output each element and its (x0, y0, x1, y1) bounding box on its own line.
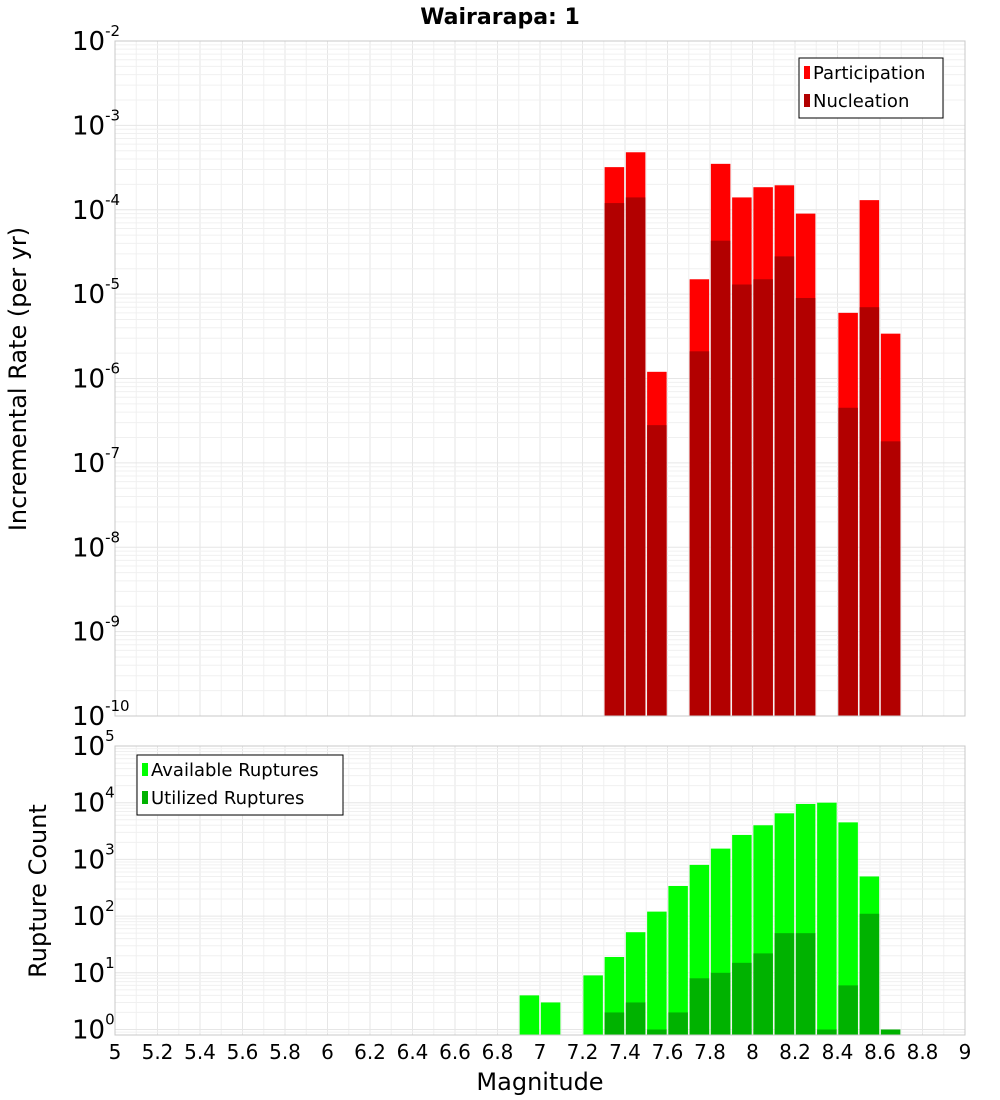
y-tick-label: 10-6 (72, 360, 120, 395)
legend-swatch (804, 66, 810, 79)
bar (647, 425, 667, 716)
plot-frame (114, 40, 966, 717)
bar (753, 953, 773, 1035)
bar (732, 284, 752, 716)
legend-entry: Nucleation (813, 91, 909, 112)
x-tick-label: 6.6 (439, 1040, 471, 1064)
bar (519, 995, 540, 1035)
bar (774, 933, 795, 1035)
bar (817, 802, 837, 1035)
bars (604, 152, 901, 717)
y-tick-label: 10-8 (72, 528, 120, 563)
x-tick-label: 7.8 (694, 1040, 726, 1064)
bar (540, 1002, 561, 1035)
legend-box (136, 754, 344, 816)
y-tick-label: 105 (72, 727, 115, 762)
bar (880, 441, 901, 716)
x-tick-label: 7.2 (567, 1040, 599, 1064)
y-tick-label: 103 (72, 840, 115, 875)
x-tick-label: 5.8 (269, 1040, 301, 1064)
y-tick-labels: 10-10 10-9 10-8 10-7 10-6 10-5 10-4 10-3 10-2 (72, 22, 130, 732)
y-tick-labels: 100 101 102 103 104 105 (72, 727, 115, 1046)
bar (668, 1012, 688, 1035)
x-tick-label: 6.2 (354, 1040, 386, 1064)
x-tick-label: 7 (534, 1040, 547, 1064)
bar (838, 822, 858, 1035)
y-tick-label: 10-7 (72, 444, 120, 479)
series-inner (604, 913, 901, 1035)
bar (583, 975, 603, 1035)
bar (710, 972, 731, 1035)
x-tick-label: 7.6 (652, 1040, 684, 1064)
bar (753, 279, 773, 716)
legend-swatch (804, 94, 810, 107)
bar (732, 962, 752, 1035)
y-tick-label: 10-10 (72, 697, 130, 732)
bar (604, 203, 625, 716)
bar (774, 256, 795, 716)
legend: Available Ruptures Utilized Ruptures (136, 754, 344, 816)
bar (859, 913, 880, 1035)
bar (689, 351, 710, 716)
legend-swatch (142, 763, 148, 776)
y-tick-label: 102 (72, 897, 115, 932)
bar (625, 1002, 646, 1035)
legend-entry: Utilized Ruptures (151, 788, 304, 809)
bar (838, 985, 858, 1035)
bar (647, 911, 667, 1035)
x-tick-label: 8 (746, 1040, 759, 1064)
bottom-y-axis-title: Rupture Count (24, 804, 52, 978)
bar (647, 1029, 667, 1035)
bar (710, 240, 731, 717)
y-tick-label: 10-9 (72, 613, 120, 648)
x-tick-label: 8.2 (779, 1040, 811, 1064)
y-tick-label: 10-3 (72, 106, 120, 141)
y-tick-label: 10-4 (72, 191, 120, 226)
plot-frame (114, 745, 966, 1036)
x-tick-label: 5.4 (184, 1040, 216, 1064)
x-axis-title: Magnitude (476, 1068, 603, 1096)
legend-entry: Participation (813, 63, 925, 84)
y-tick-label: 104 (72, 784, 115, 819)
y-tick-label: 101 (72, 954, 115, 989)
top-plot-area: 10-10 10-9 10-8 10-7 10-6 10-5 10-4 10-3 10-2 Par… (72, 22, 966, 732)
legend-swatch (142, 791, 148, 804)
bar (838, 407, 858, 716)
x-tick-label: 5 (109, 1040, 122, 1064)
grid (114, 40, 966, 717)
bar (795, 297, 816, 716)
y-tick-label: 10-5 (72, 275, 120, 310)
x-tick-label: 9 (959, 1040, 972, 1064)
bar (625, 197, 646, 717)
top-y-axis-title: Incremental Rate (per yr) (4, 227, 32, 531)
y-tick-label: 100 (72, 1011, 115, 1046)
x-tick-label: 5.2 (142, 1040, 174, 1064)
x-tick-label: 7.4 (609, 1040, 641, 1064)
bar (795, 933, 816, 1035)
bar (859, 307, 880, 716)
x-tick-label: 6.8 (482, 1040, 514, 1064)
x-tick-labels: 5 5.2 5.4 5.6 5.8 6 6.2 6.4 6.6 6.8 7 7.2 7.4 7.6 7.8 8… (109, 1040, 972, 1064)
chart-title: Wairarapa: 1 (420, 5, 580, 30)
legend-entry: Available Ruptures (151, 760, 319, 781)
bar (689, 978, 710, 1035)
bar (817, 1029, 837, 1035)
bar (880, 1029, 901, 1035)
x-tick-label: 8.4 (822, 1040, 854, 1064)
x-tick-label: 8.6 (864, 1040, 896, 1064)
bar (604, 1012, 625, 1035)
series-inner (604, 197, 901, 717)
x-tick-label: 5.6 (227, 1040, 259, 1064)
y-tick-label: 10-2 (72, 22, 120, 57)
bottom-plot-area: 100 101 102 103 104 105 5 5.2 5.4 5.6 5.8 6 6.2 6.4 6.… (72, 727, 971, 1064)
x-tick-label: 6.4 (397, 1040, 429, 1064)
bar (668, 885, 688, 1035)
legend: Participation Nucleation (798, 57, 944, 119)
x-tick-label: 8.8 (907, 1040, 939, 1064)
bars (519, 802, 901, 1035)
x-tick-label: 6 (321, 1040, 334, 1064)
legend-box (798, 57, 944, 119)
